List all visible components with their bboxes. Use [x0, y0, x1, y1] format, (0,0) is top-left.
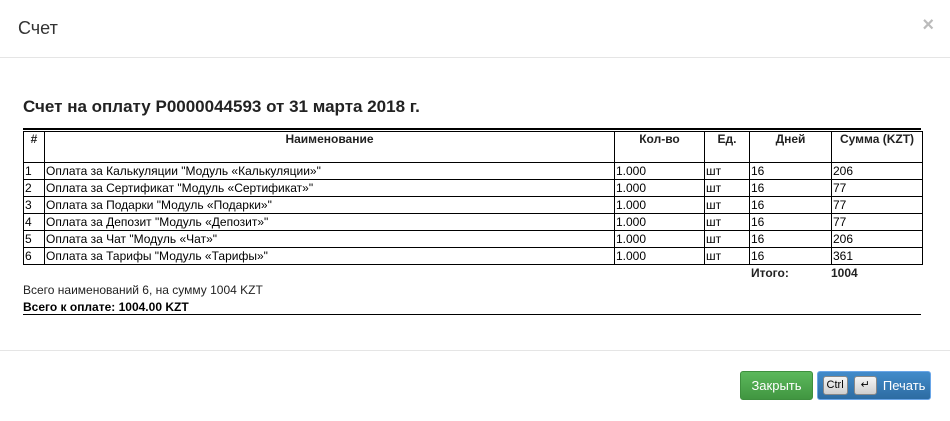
- total-value: 1004: [831, 266, 858, 280]
- table-cell: шт: [704, 230, 750, 248]
- table-cell: 16: [749, 196, 832, 214]
- table-row: 2 Оплата за Сертификат "Модуль «Сертифика…: [23, 179, 923, 197]
- table-cell: 361: [831, 247, 923, 265]
- table-cell: шт: [704, 196, 750, 214]
- print-button[interactable]: Ctrl ↵ Печать: [817, 371, 931, 400]
- table-cell: 1.000: [614, 230, 705, 248]
- table-cell: 4: [23, 213, 45, 231]
- close-icon[interactable]: ×: [922, 14, 934, 36]
- table-cell: Оплата за Чат "Модуль «Чат»": [44, 230, 615, 248]
- table-cell: 16: [749, 230, 832, 248]
- modal-title: Счет: [18, 18, 58, 38]
- table-row: 6 Оплата за Тарифы "Модуль «Тарифы»" 1.000…: [23, 247, 923, 265]
- modal-footer: [0, 350, 950, 351]
- table-cell: Оплата за Тарифы "Модуль «Тарифы»": [44, 247, 615, 265]
- table-cell: 1.000: [614, 196, 705, 214]
- table-cell: 6: [23, 247, 45, 265]
- print-label: Печать: [882, 378, 926, 393]
- total-label: Итого:: [751, 266, 789, 280]
- table-cell: Оплата за Калькуляции "Модуль «Калькуляц…: [44, 162, 615, 180]
- table-cell: 206: [831, 162, 923, 180]
- table-cell: 16: [749, 179, 832, 197]
- table-cell: шт: [704, 247, 750, 265]
- col-header: Дней: [749, 131, 832, 163]
- close-button[interactable]: Закрыть: [740, 371, 813, 400]
- col-header: #: [23, 131, 45, 163]
- col-header: Сумма (KZT): [831, 131, 923, 163]
- table-cell: 1.000: [614, 247, 705, 265]
- table-cell: 16: [749, 213, 832, 231]
- table-row: 3 Оплата за Подарки "Модуль «Подарки»" 1.0…: [23, 196, 923, 214]
- table-cell: 206: [831, 230, 923, 248]
- table-cell: 77: [831, 213, 923, 231]
- table-cell: 16: [749, 162, 832, 180]
- table-cell: 1: [23, 162, 45, 180]
- table-cell: 1.000: [614, 213, 705, 231]
- amount-due: Всего к оплате: 1004.00 KZT: [23, 300, 189, 314]
- table-cell: 77: [831, 196, 923, 214]
- table-row: 4 Оплата за Депозит "Модуль «Депозит»" 1.0…: [23, 213, 923, 231]
- table-cell: 5: [23, 230, 45, 248]
- items-summary: Всего наименований 6, на сумму 1004 KZT: [23, 283, 263, 297]
- table-cell: шт: [704, 162, 750, 180]
- table-cell: Оплата за Подарки "Модуль «Подарки»": [44, 196, 615, 214]
- table-cell: 77: [831, 179, 923, 197]
- invoice-table: # Наименование Кол-во Ед. Дней Сумма (KZ…: [23, 131, 923, 265]
- col-header: Ед.: [704, 131, 750, 163]
- table-cell: 1.000: [614, 179, 705, 197]
- table-cell: шт: [704, 213, 750, 231]
- table-row: 1 Оплата за Калькуляции "Модуль «Калькуля…: [23, 162, 923, 180]
- table-cell: 1.000: [614, 162, 705, 180]
- enter-key-icon: ↵: [853, 376, 877, 395]
- divider: [23, 128, 921, 130]
- table-cell: 2: [23, 179, 45, 197]
- table-cell: 3: [23, 196, 45, 214]
- col-header: Кол-во: [614, 131, 705, 163]
- table-cell: 16: [749, 247, 832, 265]
- ctrl-key-icon: Ctrl: [822, 376, 848, 395]
- table-cell: шт: [704, 179, 750, 197]
- divider: [23, 314, 921, 315]
- table-cell: Оплата за Сертификат "Модуль «Сертификат…: [44, 179, 615, 197]
- col-header: Наименование: [44, 131, 615, 163]
- table-row: 5 Оплата за Чат "Модуль «Чат»" 1.000 шт 16 20…: [23, 230, 923, 248]
- table-cell: Оплата за Депозит "Модуль «Депозит»": [44, 213, 615, 231]
- modal-header: Счет ×: [0, 0, 950, 58]
- invoice-title: Счет на оплату P0000044593 от 31 марта 2…: [23, 97, 420, 116]
